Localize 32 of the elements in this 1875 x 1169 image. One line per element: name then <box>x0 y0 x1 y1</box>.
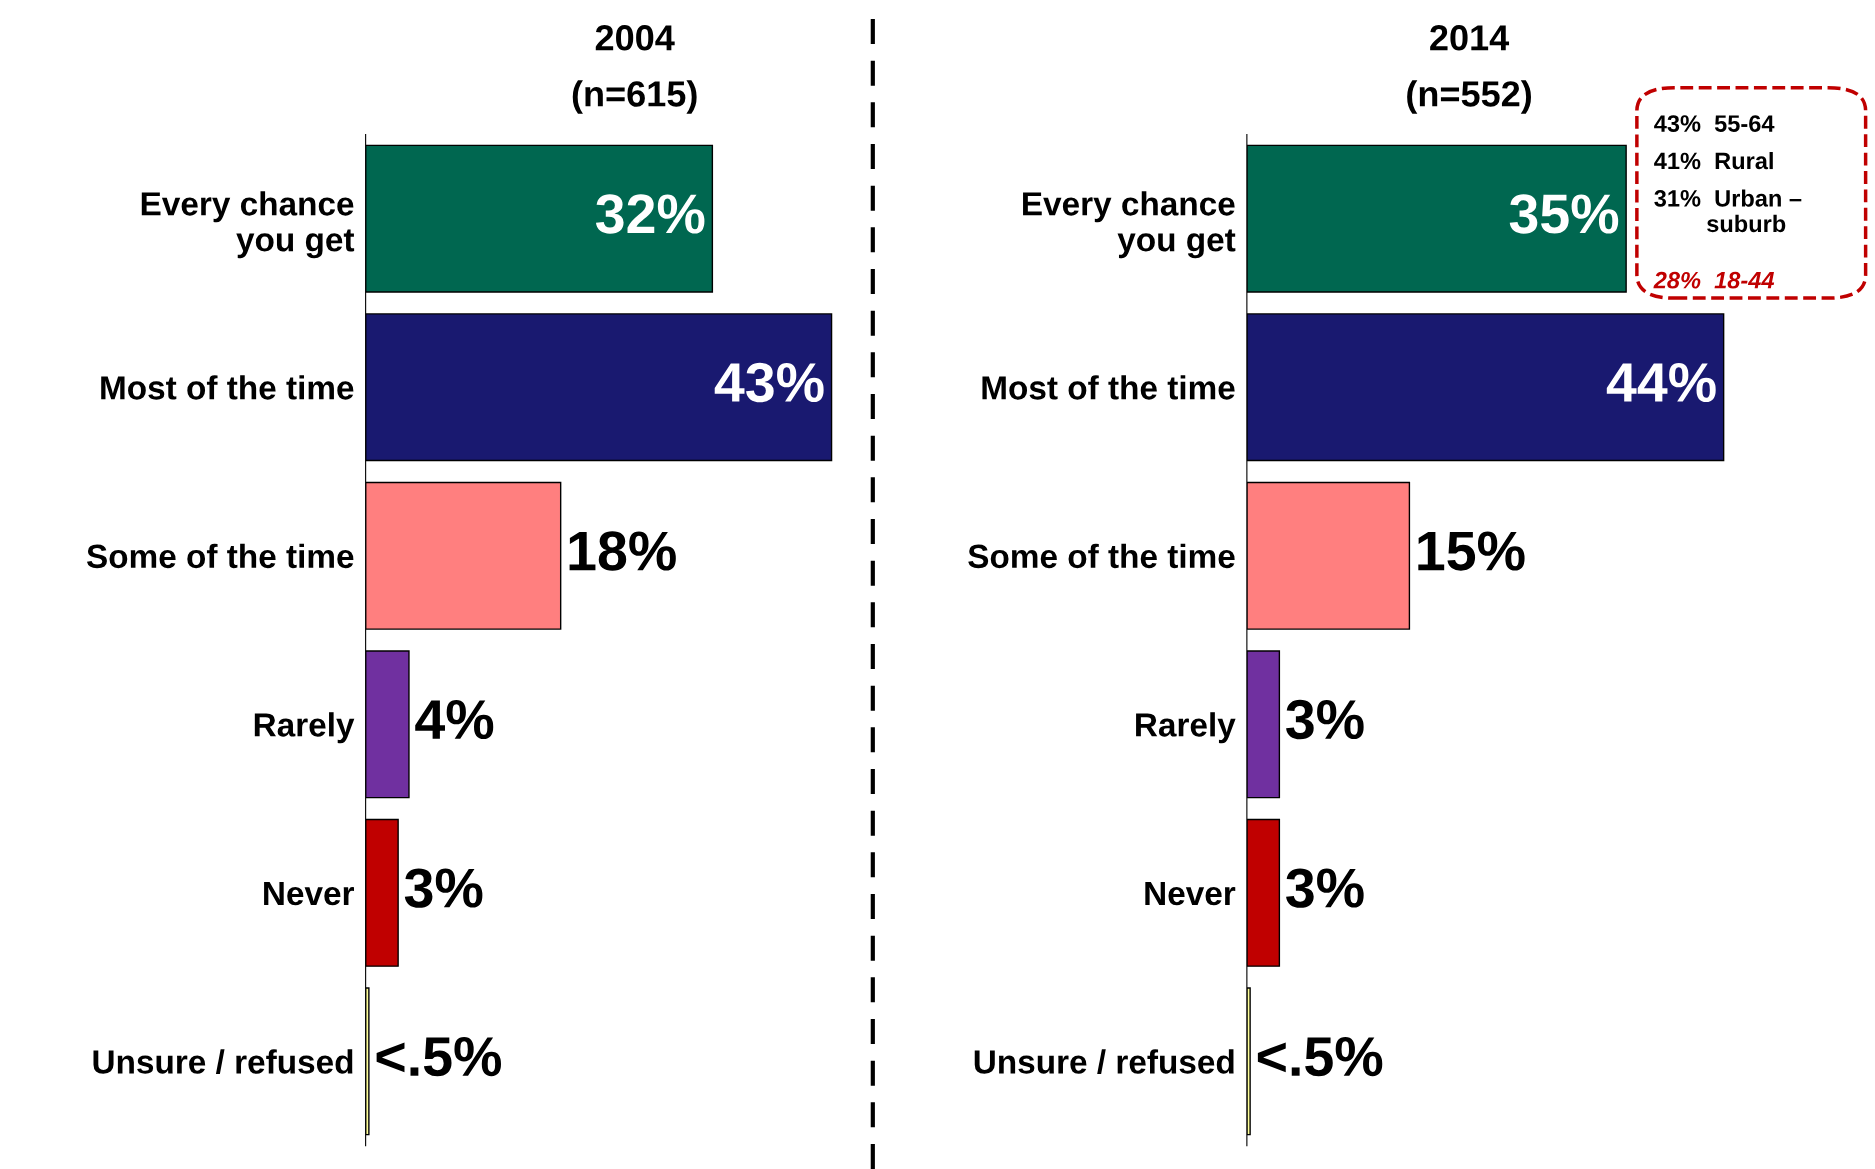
y-tick-label: Unsure / refused <box>93 1049 353 1075</box>
y-tick-label: Unsure / refused <box>974 1049 1234 1075</box>
y-tick-label: Some of the time <box>86 543 354 569</box>
y-tick-label: Most of the time <box>982 375 1235 400</box>
y-tick-label: Every chance you get <box>141 191 355 259</box>
y-tick-label: Rarely <box>254 712 355 744</box>
chart-subtitle: (n=615) <box>572 80 697 114</box>
data-label: 3% <box>1286 699 1364 740</box>
chart-title: 2014 <box>1430 25 1510 51</box>
data-label: <.5% <box>376 1037 501 1077</box>
data-label: 44% <box>1606 362 1716 403</box>
y-tick-label: Most of the time <box>101 375 354 400</box>
y-tick-label: Never <box>264 881 355 906</box>
annotation: 31% Urban – suburb <box>1654 189 1802 233</box>
data-label: 35% <box>1509 194 1619 234</box>
y-tick-label: Some of the time <box>968 543 1235 569</box>
data-label: 32% <box>595 194 705 234</box>
data-label: 3% <box>1286 868 1364 908</box>
annotation: 41% Rural <box>1654 151 1773 170</box>
y-tick-label: Rarely <box>1136 712 1236 744</box>
data-label: <.5% <box>1257 1037 1383 1077</box>
y-tick-label: Every chance you get <box>1023 191 1236 259</box>
data-label: 15% <box>1418 531 1525 571</box>
y-tick-label: Never <box>1145 881 1236 906</box>
data-label: 18% <box>569 531 676 571</box>
chart-subtitle: (n=552) <box>1407 80 1531 114</box>
data-label: 3% <box>404 868 483 908</box>
text: 43% 55-64 <box>1654 115 1775 132</box>
data-label: 4% <box>415 700 494 740</box>
chart-title: 2004 <box>595 25 675 51</box>
annotation: 28% 18-44 <box>1653 271 1775 289</box>
data-label: 43% <box>714 362 824 403</box>
